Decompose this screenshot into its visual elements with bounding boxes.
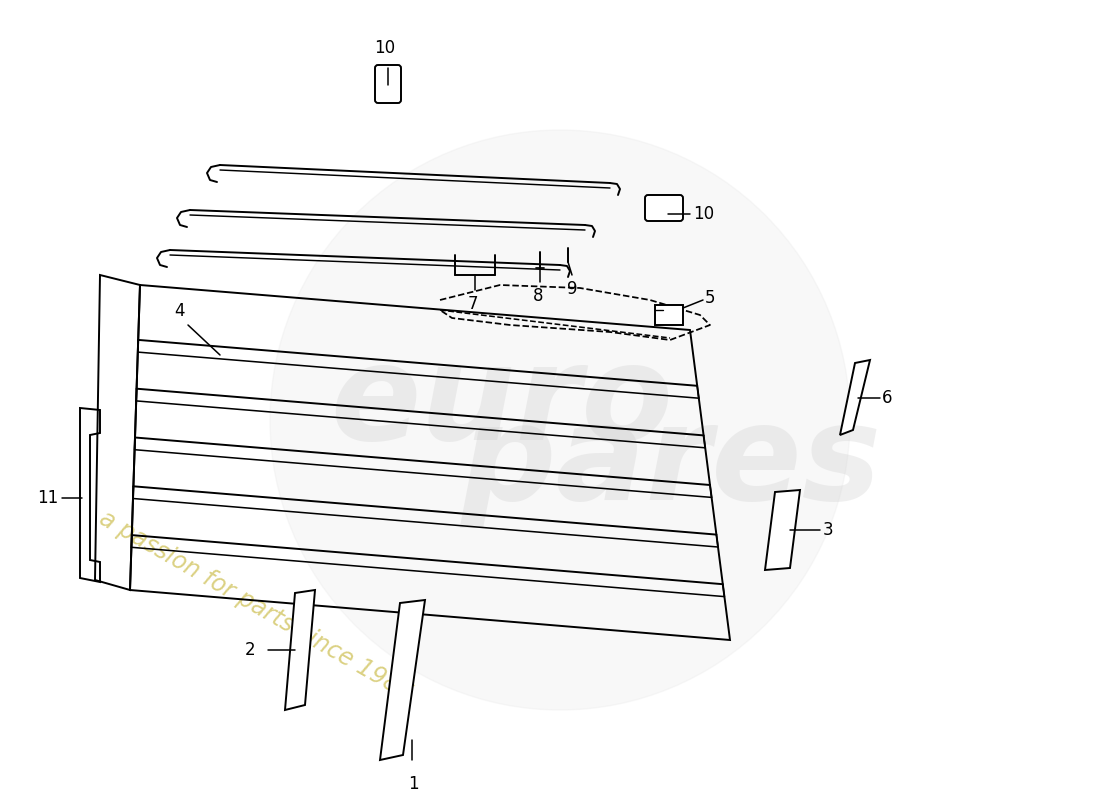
FancyBboxPatch shape bbox=[645, 195, 683, 221]
Text: euro: euro bbox=[330, 338, 673, 468]
Polygon shape bbox=[840, 360, 870, 435]
Text: 6: 6 bbox=[882, 389, 892, 407]
Polygon shape bbox=[654, 305, 683, 325]
Text: 10: 10 bbox=[374, 39, 396, 57]
Text: 7: 7 bbox=[468, 295, 478, 313]
Polygon shape bbox=[764, 490, 800, 570]
Text: 10: 10 bbox=[693, 205, 714, 223]
Text: 3: 3 bbox=[823, 521, 834, 539]
Polygon shape bbox=[285, 590, 315, 710]
Polygon shape bbox=[379, 600, 425, 760]
Text: 4: 4 bbox=[175, 302, 185, 320]
Text: 2: 2 bbox=[244, 641, 255, 659]
Circle shape bbox=[270, 130, 850, 710]
Text: 9: 9 bbox=[566, 280, 578, 298]
Text: a passion for parts since 1985: a passion for parts since 1985 bbox=[95, 506, 416, 705]
Text: pares: pares bbox=[460, 398, 881, 528]
Text: 11: 11 bbox=[36, 489, 58, 507]
Text: 8: 8 bbox=[532, 287, 543, 305]
Text: 1: 1 bbox=[408, 775, 419, 793]
Text: 5: 5 bbox=[705, 289, 715, 307]
FancyBboxPatch shape bbox=[375, 65, 402, 103]
